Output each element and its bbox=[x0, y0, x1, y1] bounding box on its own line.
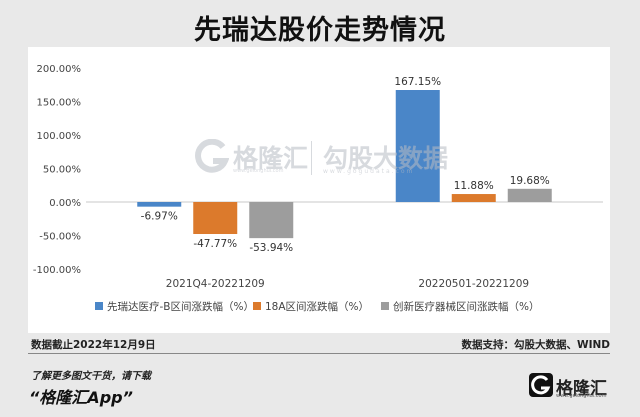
y-tick-label: 50.00% bbox=[43, 165, 81, 176]
data-label: -53.94% bbox=[249, 242, 293, 254]
chart-title: 先瑞达股价走势情况 bbox=[194, 15, 446, 46]
y-tick-label: 100.00% bbox=[37, 131, 82, 142]
promo-line-1: 了解更多图文干货，请下载 bbox=[31, 371, 151, 382]
bar bbox=[507, 188, 552, 202]
bar bbox=[395, 90, 440, 202]
data-label: -47.77% bbox=[193, 238, 237, 250]
legend-label: 18A区间涨跌幅（%） bbox=[265, 300, 369, 313]
bar bbox=[451, 194, 496, 202]
legend-swatch bbox=[95, 302, 103, 310]
legend-label: 先瑞达医疗-B区间涨跌幅（%） bbox=[107, 300, 254, 313]
brand-logo: 格隆汇 www.gelonghui.com bbox=[529, 369, 613, 405]
y-tick-label: 200.00% bbox=[37, 64, 82, 75]
data-date-note: 数据截止2022年12月9日 bbox=[31, 339, 156, 351]
brand-url: www.gelonghui.com bbox=[556, 393, 607, 399]
promo-line-2: “格隆汇App” bbox=[29, 388, 133, 407]
y-tick-label: -50.00% bbox=[39, 232, 81, 243]
legend-swatch bbox=[253, 302, 261, 310]
legend-swatch bbox=[381, 302, 389, 310]
brand-name: 格隆汇 bbox=[556, 379, 607, 399]
x-tick-label: 20220501-20221209 bbox=[418, 278, 529, 290]
bar bbox=[193, 202, 238, 235]
y-tick-label: 0.00% bbox=[49, 198, 81, 209]
data-label: -6.97% bbox=[141, 211, 178, 223]
data-label: 167.15% bbox=[394, 76, 441, 88]
bar-chart: 200.00% 150.00% 100.00% 50.00% 0.00% -50.00% -… bbox=[33, 64, 603, 313]
gelonghui-brand-icon bbox=[529, 373, 553, 397]
y-tick-label: 150.00% bbox=[37, 98, 82, 109]
bar bbox=[137, 202, 182, 207]
bar bbox=[249, 202, 294, 239]
data-label: 11.88% bbox=[454, 180, 494, 192]
footer-divider bbox=[28, 353, 610, 354]
data-source: 数据支持：勾股大数据、WIND bbox=[461, 339, 611, 351]
legend-label: 创新医疗器械区间涨跌幅（%） bbox=[393, 300, 539, 313]
x-tick-label: 2021Q4-20221209 bbox=[166, 278, 265, 290]
data-label: 19.68% bbox=[510, 175, 550, 187]
chart-panel: 200.00% 150.00% 100.00% 50.00% 0.00% -50.00% -… bbox=[28, 47, 610, 333]
y-tick-label: -100.00% bbox=[33, 265, 81, 276]
